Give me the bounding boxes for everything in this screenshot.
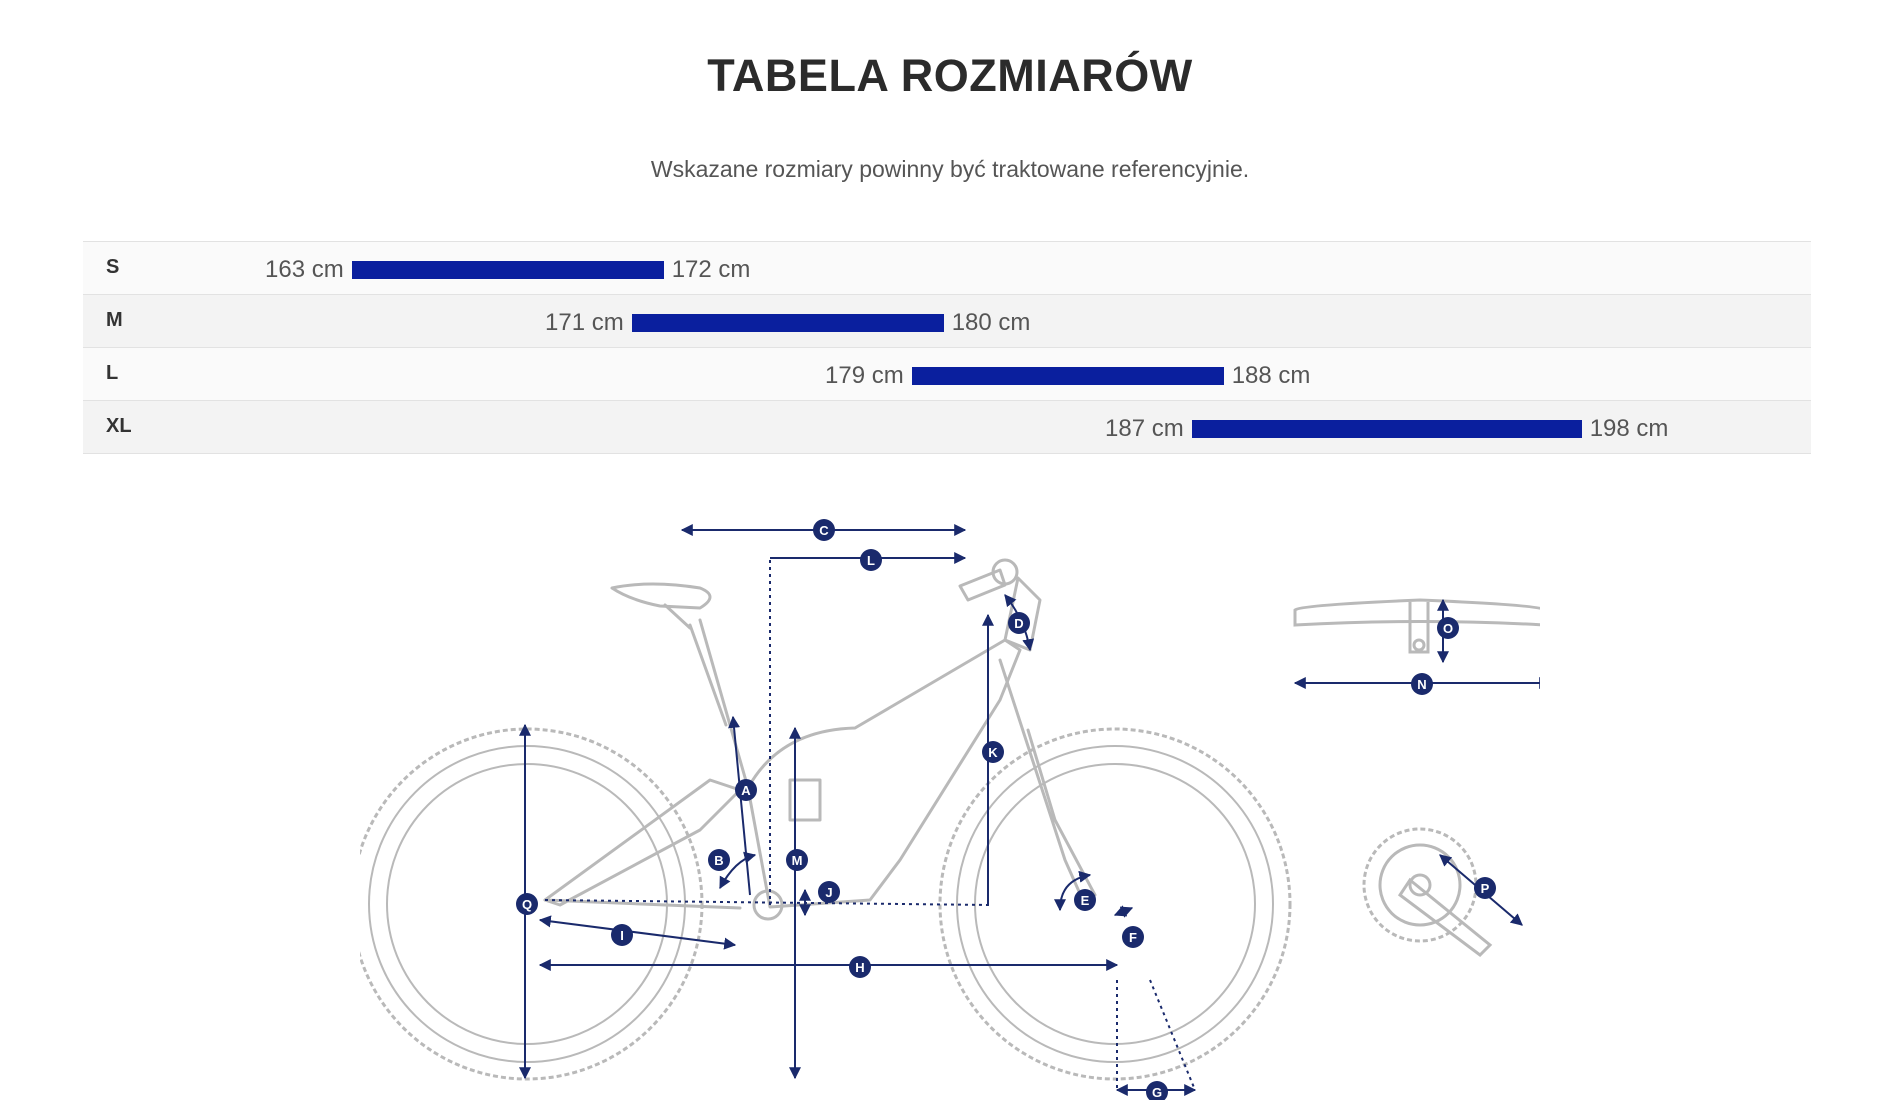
- size-range: 179 cm 188 cm: [825, 362, 1311, 389]
- range-bar: [911, 367, 1224, 385]
- marker-c: C: [813, 519, 835, 541]
- page-subtitle: Wskazane rozmiary powinny być traktowane…: [650, 156, 1250, 182]
- marker-a-label: A: [741, 783, 751, 798]
- size-label: L: [106, 362, 119, 384]
- marker-m: M: [786, 849, 808, 871]
- size-label: S: [106, 256, 120, 278]
- marker-h: H: [849, 956, 871, 978]
- marker-n-label: N: [1417, 677, 1426, 692]
- marker-q: Q: [516, 893, 538, 915]
- marker-e-label: E: [1081, 893, 1090, 908]
- marker-d: D: [1008, 612, 1030, 634]
- marker-g-label: G: [1152, 1085, 1162, 1100]
- marker-m-label: M: [792, 853, 803, 868]
- bike-frame: [543, 558, 1097, 921]
- marker-j: J: [818, 881, 840, 903]
- size-row-m: M 171 cm 180 cm: [83, 295, 1811, 348]
- marker-p-label: P: [1481, 881, 1490, 896]
- marker-k: K: [982, 741, 1004, 763]
- size-range: 187 cm 198 cm: [1105, 415, 1669, 442]
- range-min: 163 cm: [265, 256, 344, 283]
- marker-f-label: F: [1129, 930, 1137, 945]
- range-max: 188 cm: [1231, 362, 1311, 389]
- marker-a: A: [735, 779, 757, 801]
- crankset-detail: [1362, 827, 1493, 957]
- marker-l: L: [860, 549, 882, 571]
- size-label: XL: [106, 415, 132, 437]
- marker-d-label: D: [1014, 616, 1023, 631]
- marker-b-label: B: [714, 853, 723, 868]
- marker-j-label: J: [825, 885, 832, 900]
- marker-o: O: [1437, 617, 1459, 639]
- marker-c-label: C: [819, 523, 829, 538]
- marker-k-label: K: [988, 745, 998, 760]
- range-bar: [1191, 420, 1582, 438]
- handlebar-detail: [1293, 598, 1540, 654]
- range-bar: [351, 261, 664, 279]
- size-row-l: L 179 cm 188 cm: [83, 348, 1811, 401]
- size-range: 163 cm 172 cm: [265, 256, 751, 283]
- range-max: 172 cm: [671, 256, 751, 283]
- range-max: 198 cm: [1589, 415, 1669, 442]
- marker-l-label: L: [867, 553, 875, 568]
- page-title: TABELA ROZMIARÓW: [707, 50, 1193, 101]
- marker-h-label: H: [855, 960, 864, 975]
- measurement-labels: A B C D E F G H I J K L M N O P Q: [516, 519, 1496, 1100]
- range-bar: [631, 314, 944, 332]
- size-range: 171 cm 180 cm: [545, 309, 1031, 336]
- marker-b: B: [708, 849, 730, 871]
- range-max: 180 cm: [951, 309, 1031, 336]
- marker-q-label: Q: [522, 897, 532, 912]
- marker-g: G: [1146, 1081, 1168, 1100]
- range-min: 187 cm: [1105, 415, 1184, 442]
- marker-o-label: O: [1443, 621, 1453, 636]
- bike-geometry-diagram: A B C D E F G H I J K L M N O P Q: [360, 519, 1540, 1100]
- measurement-arrows: [519, 524, 1540, 1096]
- range-min: 171 cm: [545, 309, 624, 336]
- size-row-xl: XL 187 cm 198 cm: [83, 401, 1811, 454]
- marker-e: E: [1074, 889, 1096, 911]
- range-min: 179 cm: [825, 362, 904, 389]
- marker-n: N: [1411, 673, 1433, 695]
- reference-lines: [544, 560, 1196, 1091]
- marker-i: I: [611, 924, 633, 946]
- size-label: M: [106, 309, 123, 331]
- size-table: S 163 cm 172 cm M 171 cm 180 cm L 179 cm…: [83, 241, 1811, 454]
- marker-i-label: I: [620, 928, 624, 943]
- front-wheel: [938, 727, 1292, 1081]
- marker-f: F: [1122, 926, 1144, 948]
- marker-p: P: [1474, 877, 1496, 899]
- size-row-s: S 163 cm 172 cm: [83, 242, 1811, 295]
